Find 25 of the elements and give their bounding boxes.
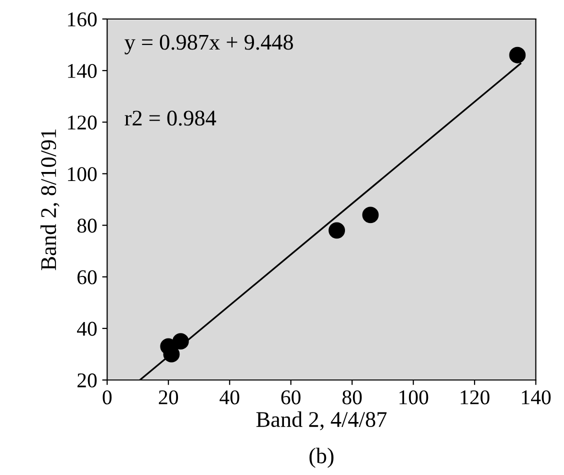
annotation: y = 0.987x + 9.448 xyxy=(124,34,293,54)
x-tick-label: 80 xyxy=(342,390,362,404)
point xyxy=(362,206,379,224)
x-tick-label: 20 xyxy=(158,390,178,404)
y-tick-label: 20 xyxy=(78,373,97,388)
x-tick-label: 140 xyxy=(522,390,551,404)
x-tick-label: 40 xyxy=(220,390,240,404)
point xyxy=(328,222,346,239)
y-axis-title: Band 2, 8/10/91 xyxy=(40,130,60,270)
y-tick-label: 140 xyxy=(68,64,97,78)
y-tick-label: 60 xyxy=(78,270,97,284)
y-tick-label: 80 xyxy=(77,218,97,233)
y-tick-label: 40 xyxy=(77,322,97,336)
x-axis-title: Band 2, 4/4/87 xyxy=(256,411,387,430)
x-tick-label: 60 xyxy=(281,390,300,404)
point xyxy=(509,46,526,64)
point xyxy=(172,333,189,350)
x-tick-label: 120 xyxy=(460,390,490,404)
x-tick-label: 0 xyxy=(102,390,112,404)
annotation: r2 = 0.984 xyxy=(124,110,216,126)
y-tick-label: 100 xyxy=(68,167,97,182)
text: (b) xyxy=(310,448,334,468)
y-tick-label: 120 xyxy=(68,116,97,130)
x-tick-label: 100 xyxy=(400,390,428,404)
y-tick-label: 160 xyxy=(68,12,97,26)
